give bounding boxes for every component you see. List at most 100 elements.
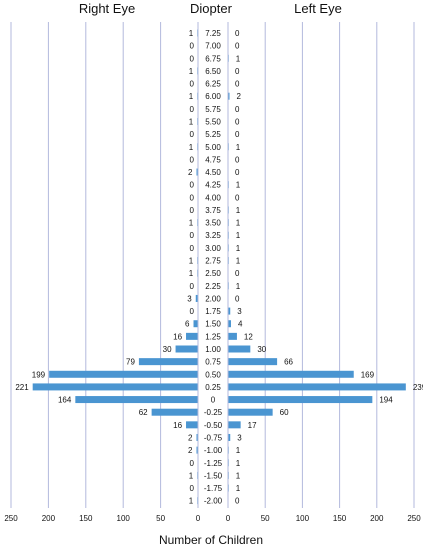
value-label-left-eye: 66 [284,358,293,367]
category-label: 2.50 [205,269,221,278]
value-label-right-eye: 0 [190,181,195,190]
value-label-left-eye: 0 [235,497,240,506]
value-label-left-eye: 1 [236,54,241,63]
value-label-left-eye: 0 [235,155,240,164]
value-label-right-eye: 1 [189,29,194,38]
header-center: Diopter [190,1,233,16]
value-label-right-eye: 0 [190,155,195,164]
x-axis-label: Number of Children [159,533,263,547]
value-label-right-eye: 0 [190,206,195,215]
value-label-left-eye: 1 [236,219,241,228]
category-label: 1.75 [205,307,221,316]
bar-right-eye [196,433,198,441]
category-label: 7.25 [205,29,221,38]
bar-left-eye [228,307,231,315]
category-label: -1.75 [204,484,223,493]
value-label-right-eye: 79 [126,358,135,367]
value-label-left-eye: 3 [237,433,242,442]
bar-right-eye [196,168,198,176]
bar-right-eye [196,446,198,454]
category-label: 0.25 [205,383,221,392]
header-right: Left Eye [294,1,342,16]
value-label-left-eye: 60 [280,408,289,417]
category-label: 2.25 [205,282,221,291]
value-label-right-eye: 0 [190,193,195,202]
category-label: 5.75 [205,105,221,114]
value-label-right-eye: 1 [189,471,194,480]
category-label: 3.25 [205,231,221,240]
bar-left-eye [228,421,241,429]
category-label: 6.25 [205,80,221,89]
category-label: -0.75 [204,433,223,442]
bar-left-eye [228,396,373,404]
x-tick-label-right: 200 [370,514,384,523]
bar-right-eye [193,320,198,328]
category-label: 3.50 [205,219,221,228]
x-tick-label-left: 100 [117,514,131,523]
value-label-right-eye: 16 [173,332,182,341]
category-label: 1.50 [205,320,221,329]
category-label: 4.00 [205,193,221,202]
category-label: 7.00 [205,42,221,51]
category-label: -1.25 [204,459,223,468]
value-label-right-eye: 1 [189,92,194,101]
category-label: 2.75 [205,257,221,266]
bar-left-eye [228,332,237,340]
value-label-right-eye: 221 [15,383,29,392]
category-label: -0.25 [204,408,223,417]
value-label-left-eye: 1 [236,282,241,291]
value-label-left-eye: 0 [235,294,240,303]
category-label: -1.00 [204,446,223,455]
category-label: 0.50 [205,370,221,379]
value-label-left-eye: 1 [236,484,241,493]
value-label-right-eye: 16 [173,421,182,430]
value-label-right-eye: 2 [188,446,193,455]
category-label: 1.00 [205,345,221,354]
value-label-right-eye: 0 [190,484,195,493]
bar-right-eye [75,396,198,404]
grid-lines [10,22,415,508]
value-label-left-eye: 1 [236,244,241,253]
bar-left-eye [228,370,354,378]
x-tick-label-left: 250 [4,514,18,523]
category-label: 4.75 [205,155,221,164]
value-label-left-eye: 1 [236,231,241,240]
x-tick-label-left: 200 [42,514,56,523]
bar-right-eye [186,332,198,340]
value-label-left-eye: 12 [244,332,253,341]
header-left: Right Eye [79,1,135,16]
value-label-left-eye: 30 [257,345,266,354]
value-label-right-eye: 6 [185,320,190,329]
bar-left-eye [228,358,278,366]
value-label-right-eye: 62 [139,408,148,417]
category-label: 4.50 [205,168,221,177]
bar-left-eye [228,433,231,441]
category-label: 5.25 [205,130,221,139]
value-label-right-eye: 1 [189,143,194,152]
x-tick-label-left: 50 [156,514,165,523]
category-label: 6.00 [205,92,221,101]
value-label-right-eye: 1 [189,497,194,506]
bar-left-eye [228,345,251,353]
category-label: 1.25 [205,332,221,341]
bar-right-eye [195,294,198,302]
value-label-left-eye: 3 [237,307,242,316]
value-label-right-eye: 2 [188,433,193,442]
bar-right-eye [138,358,198,366]
x-tick-label-left: 0 [196,514,201,523]
value-label-right-eye: 1 [189,219,194,228]
value-label-right-eye: 0 [190,42,195,51]
value-label-right-eye: 0 [190,459,195,468]
category-label: 5.50 [205,117,221,126]
value-label-right-eye: 1 [189,67,194,76]
value-label-left-eye: 17 [248,421,257,430]
x-tick-label-left: 150 [79,514,93,523]
bar-left-eye [228,92,230,100]
value-label-left-eye: 1 [236,143,241,152]
bar-right-eye [175,345,198,353]
category-label: 4.25 [205,181,221,190]
value-label-left-eye: 194 [379,396,393,405]
value-label-left-eye: 0 [235,67,240,76]
value-label-left-eye: 239 [413,383,423,392]
